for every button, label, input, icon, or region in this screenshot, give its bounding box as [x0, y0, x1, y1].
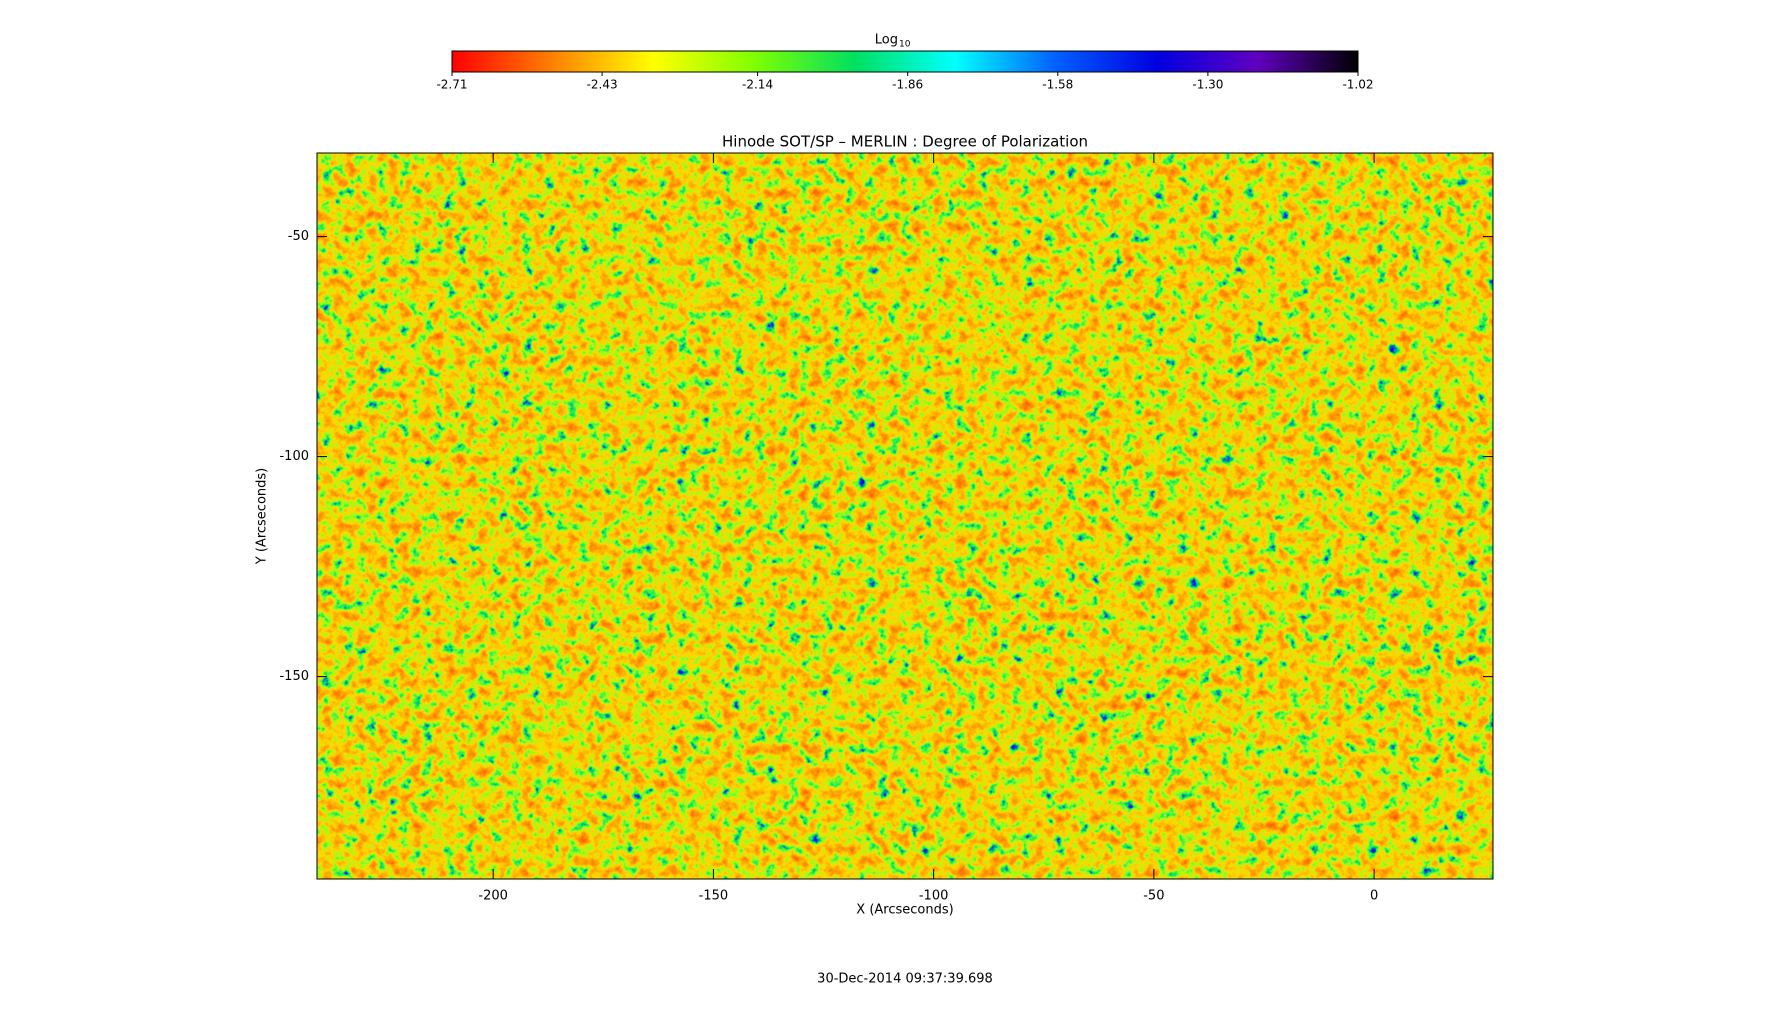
x-tick-label: 0	[1370, 889, 1378, 904]
colorbar-tick-label: -1.86	[892, 78, 923, 92]
colorbar-tick-label: -2.43	[587, 78, 618, 92]
y-axis-label: Y (Arcseconds)	[255, 468, 270, 565]
colorbar-label: Log	[875, 33, 898, 48]
plot-frame	[316, 152, 1494, 880]
colorbar-tick-label: -1.30	[1192, 78, 1223, 92]
colorbar-tick-label: -2.71	[436, 78, 467, 92]
colorbar-tick-label: -2.14	[742, 78, 773, 92]
x-tick-label: -200	[478, 889, 508, 904]
colorbar-tick-label: -1.58	[1042, 78, 1073, 92]
timestamp: 30-Dec-2014 09:37:39.698	[817, 972, 993, 987]
y-tick-label: -100	[279, 449, 309, 464]
colorbar-label-sub: 10	[899, 40, 911, 50]
colorbar-tick-label: -1.02	[1342, 78, 1373, 92]
x-tick-label: -100	[919, 889, 949, 904]
chart-title: Hinode SOT/SP – MERLIN : Degree of Polar…	[722, 133, 1088, 151]
y-tick-label: -50	[288, 229, 309, 244]
x-axis-label: X (Arcseconds)	[856, 903, 953, 918]
x-tick-label: -50	[1143, 889, 1164, 904]
y-tick-label: -150	[279, 669, 309, 684]
polarization-map	[317, 153, 1493, 879]
colorbar	[451, 50, 1359, 73]
x-tick-label: -150	[699, 889, 729, 904]
